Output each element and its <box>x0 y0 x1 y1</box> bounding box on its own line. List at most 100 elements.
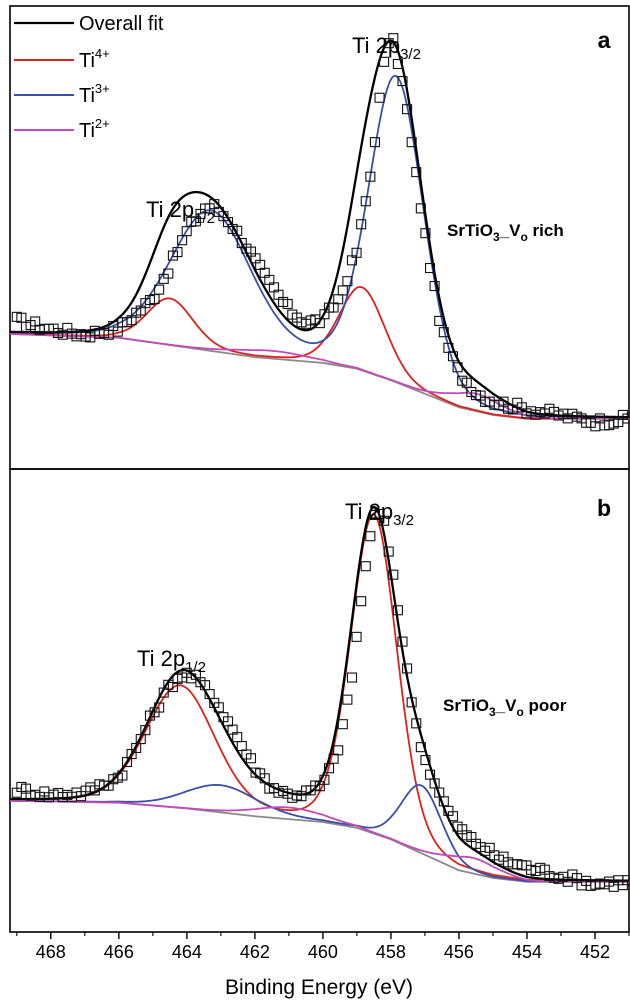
legend-label-ti4: Ti4+ <box>79 46 110 72</box>
panel-b-data-point <box>333 745 344 756</box>
panel-a-data-point <box>333 294 344 305</box>
x-tick-label: 454 <box>512 942 542 962</box>
panel-a-data-point <box>154 284 165 295</box>
panel-a-peak-label-3-2-sub: 3/2 <box>400 46 421 63</box>
panel-b-data-point <box>356 596 367 607</box>
panel-b-data-point <box>383 546 394 557</box>
legend-label-overall-fit: Overall fit <box>79 13 164 35</box>
panel-a-data-point <box>360 196 371 207</box>
panel-a-data-point <box>397 76 408 87</box>
panel-a-data-point <box>379 56 390 67</box>
panel-a-data-point <box>447 351 459 362</box>
panel-a-data-point <box>415 203 426 214</box>
panel-b-data-point <box>342 694 353 705</box>
panel-b-data-point <box>406 697 417 708</box>
panel-a-data-point <box>434 315 445 326</box>
panel-a-data-point <box>392 58 403 70</box>
panel-a: a Ti 2p1/2 Ti 2p3/2 SrTiO3_Vo rich Overa… <box>9 5 630 470</box>
panel-a-peak-label-1-2-base: Ti 2p <box>146 197 194 222</box>
panel-b-data-point <box>447 811 459 822</box>
panel-a-data-point <box>172 247 183 258</box>
panel-b: b Ti 2p1/2 Ti 2p3/2 SrTiO3_Vo poor <box>9 468 630 933</box>
panel-a-peak-label-1-2: Ti 2p1/2 <box>146 197 215 227</box>
panel-a-data-point <box>452 362 463 373</box>
legend-label-ti2: Ti2+ <box>79 116 110 142</box>
panel-a-data-point <box>622 413 630 424</box>
panel-b-data-point <box>360 561 371 572</box>
panel-b-data-point <box>388 569 399 580</box>
panel-a-peak-label-3-2: Ti 2p3/2 <box>352 33 421 63</box>
panel-b-data-point <box>346 672 358 683</box>
panel-b-data-point <box>420 755 431 766</box>
panel-b-data-point <box>140 725 151 736</box>
x-tick-label: 458 <box>376 942 406 962</box>
x-tick-label: 460 <box>308 942 338 962</box>
panel-b-peak-label-1-2-base: Ti 2p <box>137 646 185 671</box>
panel-b-data-point <box>438 796 449 807</box>
panel-a-data-point <box>411 167 422 178</box>
panel-a-data-markers <box>11 33 630 432</box>
panel-b-data-point <box>213 702 224 713</box>
panel-a-data-point <box>388 33 399 44</box>
panel-b-data-point <box>117 770 128 781</box>
x-tick-label: 456 <box>444 942 474 962</box>
panel-b-frame <box>9 468 630 933</box>
panel-a-data-point <box>420 228 431 239</box>
panel-b-peak-label-3-2: Ti 2p3/2 <box>345 499 414 529</box>
panel-a-data-point <box>282 298 293 310</box>
x-tick-label: 466 <box>104 942 134 962</box>
panel-a-data-point <box>351 247 362 258</box>
panel-a-data-point <box>438 327 449 338</box>
panel-a-peak-label-1-2-sub: 1/2 <box>194 210 215 227</box>
x-axis: 468 466 464 462 460 458 456 454 452 <box>16 932 630 962</box>
panel-b-data-point <box>337 719 348 730</box>
panel-b-data-point <box>402 663 413 674</box>
panel-a-component-ti4plus <box>9 286 629 420</box>
x-tick-label: 452 <box>580 942 610 962</box>
panel-a-sample-label: SrTiO3_Vo rich <box>447 221 564 244</box>
panel-a-data-point <box>232 225 243 236</box>
panel-b-data-point <box>622 875 630 886</box>
panel-b-peak-label-3-2-sub: 3/2 <box>393 512 414 529</box>
panel-b-peak-label-1-2-sub: 1/2 <box>185 659 206 676</box>
panel-a-data-point <box>356 219 367 230</box>
panel-b-peak-label-1-2: Ti 2p1/2 <box>137 646 206 676</box>
panel-a-data-point <box>163 268 174 279</box>
panel-b-data-point <box>411 718 422 729</box>
legend-label-ti3: Ti3+ <box>79 81 110 107</box>
x-axis-label: Binding Energy (eV) <box>225 976 413 999</box>
panel-b-data-point <box>319 774 330 785</box>
panel-b-peak-label-3-2-base: Ti 2p <box>345 499 393 524</box>
x-tick-label: 468 <box>36 942 66 962</box>
panel-b-data-point <box>154 702 165 713</box>
panel-a-data-point <box>402 104 413 115</box>
panel-b-data-point <box>365 531 376 542</box>
panel-b-component-ti2plus <box>9 799 629 883</box>
panel-b-overall-fit-line <box>10 505 630 882</box>
panel-b-sample-label: SrTiO3_Vo poor <box>443 696 567 719</box>
panel-b-data-point <box>245 753 257 764</box>
x-tick-label: 464 <box>172 942 202 962</box>
panel-b-overall-fit <box>10 505 630 882</box>
panel-b-data-point <box>259 773 270 784</box>
legend: Overall fit Ti4+ Ti3+ Ti2+ <box>14 13 164 142</box>
panel-a-data-point <box>374 92 385 103</box>
panel-b-data-point <box>415 742 426 753</box>
panel-b-data-point <box>351 631 362 642</box>
panel-a-data-point <box>337 285 348 296</box>
x-tick-label: 462 <box>240 942 270 962</box>
panel-a-data-point <box>365 171 376 182</box>
panel-a-label: a <box>598 27 611 53</box>
panel-b-data-point <box>392 605 403 616</box>
panel-b-data-point <box>397 636 408 647</box>
panel-a-data-point <box>424 262 436 274</box>
panel-a-data-point <box>342 276 353 287</box>
panel-a-data-point <box>429 280 440 292</box>
panel-b-data-point <box>379 515 390 526</box>
panel-a-data-point <box>369 137 380 148</box>
panel-b-data-point <box>236 740 247 752</box>
panel-b-data-markers <box>11 508 630 892</box>
panel-a-peak-label-3-2-base: Ti 2p <box>352 33 400 58</box>
panel-b-label: b <box>597 495 611 521</box>
